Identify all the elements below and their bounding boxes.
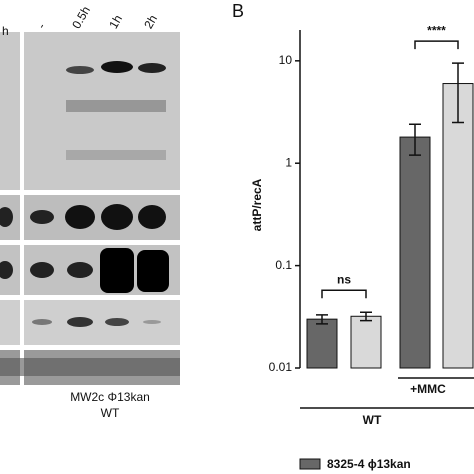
significance-label: ns xyxy=(337,272,351,286)
y-axis-label: attP/recA xyxy=(250,178,264,231)
significance-bracket xyxy=(414,40,459,50)
lane-label: 0.5h xyxy=(69,4,93,31)
bar xyxy=(399,136,431,369)
y-tick-label: 10 xyxy=(279,53,293,67)
error-bar xyxy=(409,123,421,156)
y-tick-label: 0.1 xyxy=(275,258,292,272)
error-bar xyxy=(360,311,372,322)
group-label: WT xyxy=(363,413,382,427)
lane-label: 1h xyxy=(106,13,125,32)
bar xyxy=(306,318,338,369)
lane-label: h xyxy=(2,24,9,38)
y-tick-label: 0.01 xyxy=(269,360,293,374)
blot xyxy=(0,32,180,385)
significance-bracket xyxy=(321,289,367,299)
bar xyxy=(350,315,382,369)
group-label: +MMC xyxy=(410,382,446,396)
panel-label: B xyxy=(232,1,244,21)
y-tick-label: 1 xyxy=(285,155,292,169)
strain-label: MW2c Φ13kan xyxy=(70,390,150,404)
significance-label: **** xyxy=(427,23,446,37)
error-bar xyxy=(316,314,328,325)
legend-swatch xyxy=(299,458,321,470)
lane-label: 2h xyxy=(141,13,160,32)
error-bar xyxy=(452,62,464,124)
legend-label: 8325-4 ϕ13kan xyxy=(327,457,411,471)
lane-label: - xyxy=(34,21,48,31)
strain-label: WT xyxy=(101,406,120,420)
bar xyxy=(442,83,474,369)
